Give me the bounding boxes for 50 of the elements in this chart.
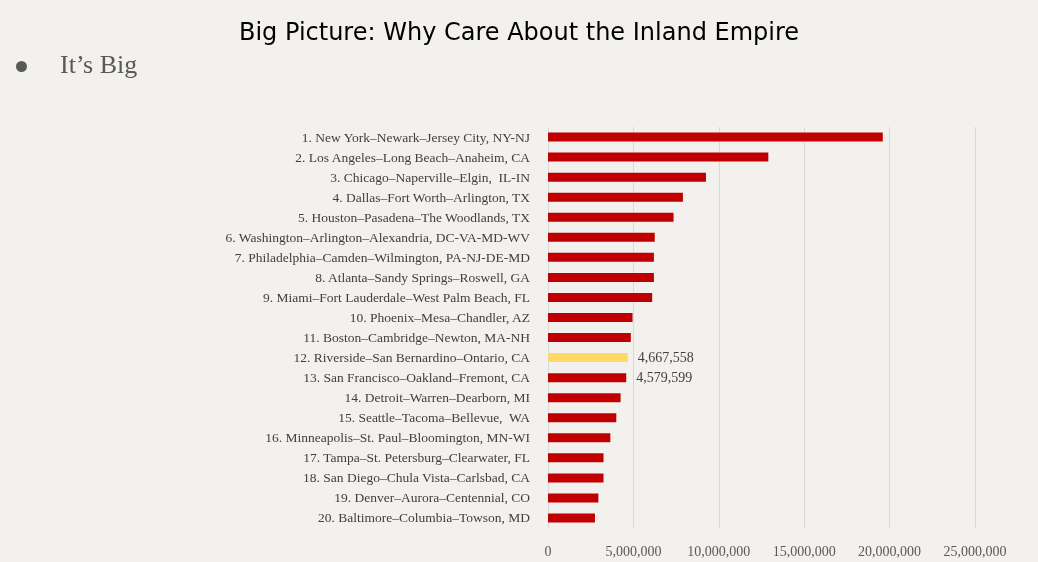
y-tick-label: 11. Boston–Cambridge–Newton, MA-NH	[303, 330, 531, 346]
y-tick-label: 14. Detroit–Warren–Dearborn, MI	[344, 390, 531, 406]
bar	[548, 493, 599, 503]
bar	[548, 473, 604, 483]
bar	[548, 393, 621, 403]
x-tick-label: 20,000,000	[858, 543, 922, 559]
y-tick-label: 5. Houston–Pasadena–The Woodlands, TX	[297, 209, 531, 225]
bar	[548, 292, 653, 302]
bar	[548, 132, 883, 142]
bar	[548, 312, 633, 322]
bar	[548, 192, 683, 202]
bar	[548, 212, 674, 222]
x-tick-label: 5,000,000	[605, 543, 662, 559]
y-tick-label: 19. Denver–Aurora–Centennial, CO	[334, 490, 531, 506]
y-tick-label: 7. Philadelphia–Camden–Wilmington, PA-NJ-DE-MD	[234, 249, 531, 265]
y-tick-label: 8. Atlanta–Sandy Springs–Roswell, GA	[315, 269, 531, 285]
x-tick-label: 15,000,000	[772, 543, 836, 559]
bar	[548, 353, 628, 363]
y-tick-label: 2. Los Angeles–Long Beach–Anaheim, CA	[295, 149, 531, 165]
y-tick-label: 10. Phoenix–Mesa–Chandler, AZ	[349, 309, 530, 325]
y-tick-label: 12. Riverside–San Bernardino–Ontario, CA	[293, 350, 531, 366]
bar	[548, 152, 769, 162]
y-tick-label: 16. Minneapolis–St. Paul–Bloomington, MN-WI	[265, 430, 531, 446]
bar	[548, 513, 595, 523]
bar	[548, 272, 654, 282]
y-tick-label: 4. Dallas–Fort Worth–Arlington, TX	[332, 189, 531, 205]
y-tick-label: 6. Washington–Arlington–Alexandria, DC-VA-MD-WV	[225, 229, 531, 245]
bar	[548, 252, 654, 262]
chart-title: Big Picture: Why Care About the Inland Empire	[237, 18, 801, 46]
y-tick-label: 15. Seattle–Tacoma–Bellevue, WA	[338, 410, 531, 426]
y-tick-label: 17. Tampa–St. Petersburg–Clearwater, FL	[303, 450, 530, 466]
y-tick-label: 1. New York–Newark–Jersey City, NY-NJ	[301, 129, 530, 145]
x-tick-label: 25,000,000	[943, 543, 1007, 559]
bar	[548, 453, 604, 463]
y-tick-label: 18. San Diego–Chula Vista–Carlsbad, CA	[303, 470, 531, 486]
bar	[548, 433, 611, 443]
bar	[548, 232, 655, 242]
bar	[548, 373, 627, 383]
x-tick-label: 0	[544, 543, 552, 559]
y-tick-label: 3. Chicago–Naperville–Elgin, IL-IN	[330, 169, 531, 185]
bar	[548, 333, 631, 343]
data-label: 4,579,599	[636, 370, 693, 386]
y-tick-label: 9. Miami–Fort Lauderdale–West Palm Beach, FL	[263, 289, 530, 305]
bar	[548, 413, 617, 423]
x-tick-label: 10,000,000	[687, 543, 751, 559]
bar	[548, 172, 706, 182]
text: It’s Big	[60, 50, 138, 80]
y-tick-label: 20. Baltimore–Columbia–Towson, MD	[317, 510, 531, 526]
data-label: 4,667,558	[637, 350, 694, 366]
y-tick-label: 13. San Francisco–Oakland–Fremont, CA	[303, 370, 531, 386]
